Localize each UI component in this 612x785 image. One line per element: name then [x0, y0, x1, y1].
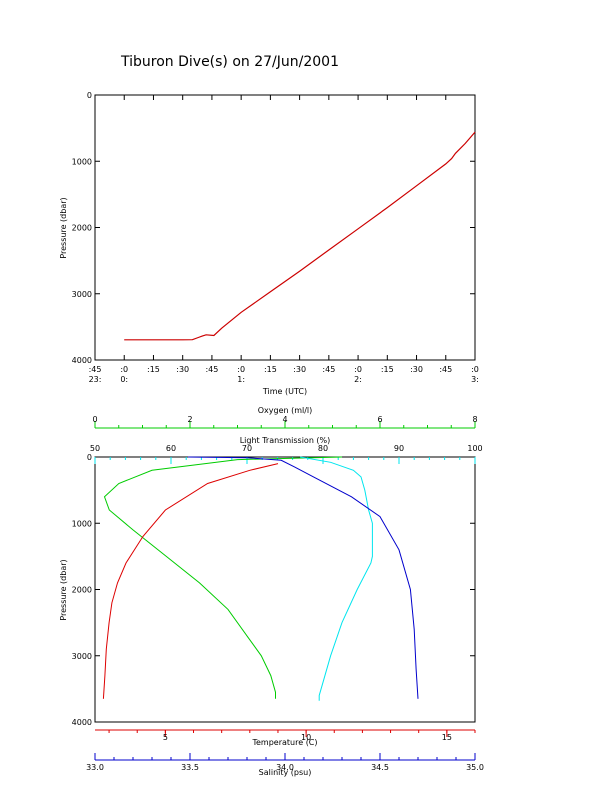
salinity-axis-tick-label: 33.0: [86, 763, 104, 772]
top-y-axis-label: Pressure (dbar): [59, 197, 68, 258]
temperature-axis-tick-label: 10: [301, 733, 311, 742]
oxygen-axis: 0 2 4 6 8: [92, 415, 478, 429]
bottom-y-axis-label: Pressure (dbar): [59, 559, 68, 620]
temperature-profile-line: [102, 463, 279, 699]
top-y-tick-label: 2000: [72, 224, 92, 233]
top-x-tick-label: :15: [147, 365, 160, 374]
bottom-y-ticks: 0 1000 2000 3000 4000: [72, 453, 475, 727]
top-y-ticks: 0 1000 2000 3000 4000: [72, 91, 475, 365]
top-x-tick-label: :45: [205, 365, 218, 374]
bottom-y-tick-label: 1000: [72, 519, 92, 528]
transmission-axis-tick-label: 50: [90, 444, 100, 453]
top-x-tick-day-label: 0:: [120, 375, 128, 384]
top-x-tick-label: :0: [120, 365, 128, 374]
oxygen-axis-tick-label: 6: [377, 415, 382, 424]
transmission-axis-tick-label: 60: [166, 444, 176, 453]
bottom-y-tick-label: 3000: [72, 652, 92, 661]
top-x-tick-day-label: 1:: [237, 375, 245, 384]
salinity-axis-tick-label: 35.0: [466, 763, 484, 772]
bottom-y-tick-label: 4000: [72, 718, 92, 727]
top-plot-frame: [94, 94, 476, 361]
top-x-tick-label: :30: [410, 365, 423, 374]
top-x-tick-label: :45: [89, 365, 102, 374]
top-x-tick-label: :0: [471, 365, 479, 374]
salinity-axis-tick-label: 33.5: [181, 763, 199, 772]
top-x-tick-label: :15: [381, 365, 394, 374]
top-x-tick-label: :45: [322, 365, 335, 374]
bottom-y-tick-label: 2000: [72, 586, 92, 595]
salinity-axis-label: Salinity (psu): [259, 768, 312, 777]
top-y-tick-label: 1000: [72, 157, 92, 166]
top-x-tick-label: :0: [354, 365, 362, 374]
temperature-axis: 5 10 15: [95, 729, 476, 742]
top-x-tick-day-label: 3:: [471, 375, 479, 384]
profile-lines: [102, 456, 419, 701]
oxygen-axis-tick-label: 8: [472, 415, 477, 424]
bottom-y-tick-label: 0: [87, 453, 92, 462]
top-x-tick-label: :0: [237, 365, 245, 374]
oxygen-axis-tick-label: 0: [92, 415, 97, 424]
oxygen-axis-tick-label: 2: [187, 415, 192, 424]
top-x-tick-day-label: 2:: [354, 375, 362, 384]
temperature-axis-tick-label: 15: [442, 733, 452, 742]
top-x-tick-label: :45: [439, 365, 452, 374]
oxygen-axis-tick-label: 4: [282, 415, 287, 424]
top-x-tick-label: :30: [176, 365, 189, 374]
top-x-tick-day-label: 23:: [89, 375, 102, 384]
figure-title: Tiburon Dive(s) on 27/Jun/2001: [120, 54, 339, 70]
top-y-tick-label: 4000: [72, 356, 92, 365]
top-x-axis-label: Time (UTC): [262, 387, 307, 396]
transmission-profile-line: [300, 456, 373, 701]
top-y-tick-label: 0: [87, 91, 92, 100]
top-x-tick-label: :15: [264, 365, 277, 374]
transmission-axis-tick-label: 100: [467, 444, 482, 453]
salinity-profile-line: [188, 456, 419, 699]
transmission-axis-tick-label: 80: [318, 444, 328, 453]
salinity-axis-tick-label: 34.5: [371, 763, 389, 772]
top-x-ticks: :4523::00::15:30:45:01::15:30:45:02::15:…: [89, 95, 479, 384]
salinity-axis-tick-label: 34.0: [276, 763, 294, 772]
transmission-axis: 50 60 70 80 90 100: [90, 444, 483, 464]
top-x-tick-label: :30: [293, 365, 306, 374]
transmission-axis-label: Light Transmission (%): [240, 436, 331, 445]
bottom-plot-frame: [94, 456, 476, 723]
oxygen-axis-label: Oxygen (ml/l): [258, 406, 313, 415]
temperature-axis-label: Temperature (C): [251, 738, 317, 747]
transmission-axis-tick-label: 70: [242, 444, 252, 453]
top-y-tick-label: 3000: [72, 290, 92, 299]
oxygen-profile-line: [103, 456, 343, 699]
transmission-axis-tick-label: 90: [394, 444, 404, 453]
temperature-axis-tick-label: 5: [163, 733, 168, 742]
salinity-axis: 33.0 33.5 34.0 34.5 35.0: [86, 753, 484, 772]
depth-time-series-line: [124, 131, 476, 341]
